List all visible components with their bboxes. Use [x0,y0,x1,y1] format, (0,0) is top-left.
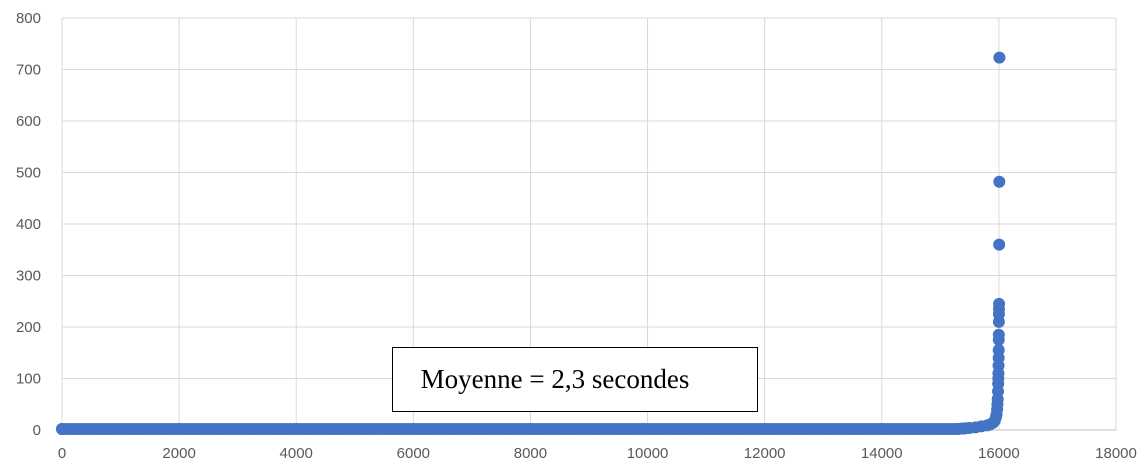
x-tick-label: 8000 [514,445,547,462]
data-point [993,51,1006,64]
y-tick-label: 800 [16,10,41,27]
x-tick-label: 4000 [280,445,313,462]
data-point [993,297,1006,310]
data-point [56,422,68,435]
data-point [993,175,1006,188]
data-point [992,328,1005,341]
y-tick-label: 200 [16,319,41,336]
x-tick-label: 0 [58,445,66,462]
data-point [992,344,1005,357]
y-tick-label: 500 [16,165,41,182]
x-tick-label: 14000 [861,445,903,462]
y-tick-label: 400 [16,216,41,233]
y-tick-label: 0 [33,422,41,439]
annotation-text: Moyenne = 2,3 secondes [420,364,690,394]
x-tick-label: 18000 [1095,445,1137,462]
y-tick-label: 100 [16,371,41,388]
annotation-box: Moyenne = 2,3 secondes [392,347,758,412]
x-tick-label: 12000 [744,445,786,462]
y-tick-label: 600 [16,113,41,130]
y-tick-label: 300 [16,268,41,285]
y-tick-label: 700 [16,62,41,79]
x-tick-label: 2000 [162,445,195,462]
x-tick-label: 16000 [978,445,1020,462]
data-point [993,238,1006,251]
x-tick-label: 6000 [397,445,430,462]
x-tick-label: 10000 [627,445,669,462]
